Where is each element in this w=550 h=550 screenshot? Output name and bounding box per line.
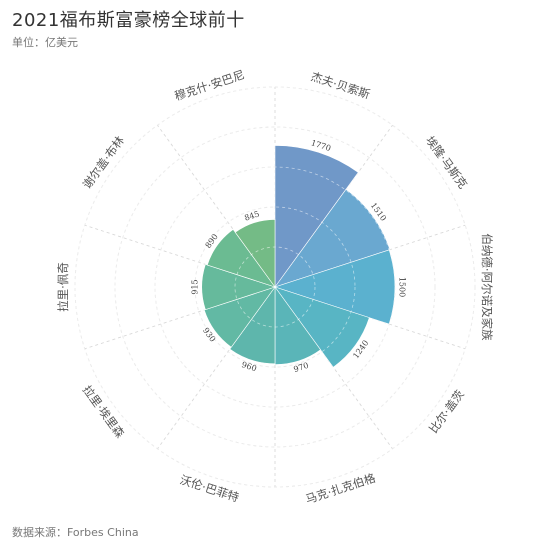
value-label: 960 bbox=[240, 360, 257, 373]
category-label: 穆克什·安巴尼 bbox=[173, 67, 246, 103]
category-label: 拉里·佩奇 bbox=[56, 262, 70, 312]
chart-subtitle: 单位：亿美元 bbox=[12, 36, 78, 49]
rose-sector[interactable] bbox=[274, 286, 370, 368]
category-label: 比尔·盖茨 bbox=[426, 387, 467, 436]
value-label: 1500 bbox=[398, 277, 407, 297]
value-label: 845 bbox=[243, 209, 260, 222]
rose-sector[interactable] bbox=[274, 286, 322, 365]
rose-sector[interactable] bbox=[229, 286, 276, 365]
rose-sector[interactable] bbox=[274, 145, 359, 288]
overlay-ring bbox=[194, 206, 356, 368]
rose-sector[interactable] bbox=[234, 219, 276, 288]
category-label: 拉里·埃里森 bbox=[80, 383, 128, 441]
overlay-ring bbox=[154, 166, 396, 408]
rose-sector[interactable] bbox=[274, 188, 391, 288]
overlay-ring bbox=[114, 126, 436, 448]
category-label: 谢尔盖·布林 bbox=[80, 133, 128, 191]
category-label: 杰夫·贝索斯 bbox=[309, 69, 372, 101]
data-source: 数据来源：Forbes China bbox=[12, 526, 139, 539]
category-label: 伯纳德·阿尔诺及家族 bbox=[480, 233, 494, 341]
rose-sectors bbox=[74, 86, 476, 488]
overlay-ring bbox=[74, 86, 476, 488]
category-label: 埃隆·马斯克 bbox=[423, 134, 471, 192]
rose-sector[interactable] bbox=[203, 286, 276, 348]
rose-sector[interactable] bbox=[201, 264, 276, 310]
overlay-ring bbox=[234, 246, 316, 328]
value-label: 915 bbox=[190, 279, 199, 294]
chart-title: 2021福布斯富豪榜全球前十 bbox=[12, 10, 245, 31]
category-label: 沃伦·巴菲特 bbox=[178, 473, 241, 505]
value-label: 970 bbox=[292, 361, 309, 374]
rose-sector[interactable] bbox=[206, 228, 276, 288]
